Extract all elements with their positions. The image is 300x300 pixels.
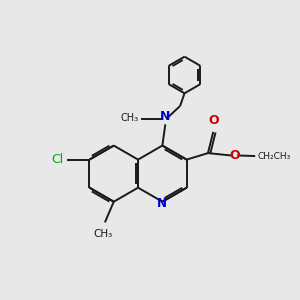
Text: O: O bbox=[208, 114, 219, 128]
Text: O: O bbox=[229, 149, 240, 162]
Text: N: N bbox=[160, 110, 170, 122]
Text: CH₃: CH₃ bbox=[120, 112, 138, 122]
Text: CH₃: CH₃ bbox=[94, 229, 113, 239]
Text: Cl: Cl bbox=[52, 153, 64, 166]
Text: N: N bbox=[158, 197, 167, 210]
Text: CH₂CH₃: CH₂CH₃ bbox=[258, 152, 291, 160]
